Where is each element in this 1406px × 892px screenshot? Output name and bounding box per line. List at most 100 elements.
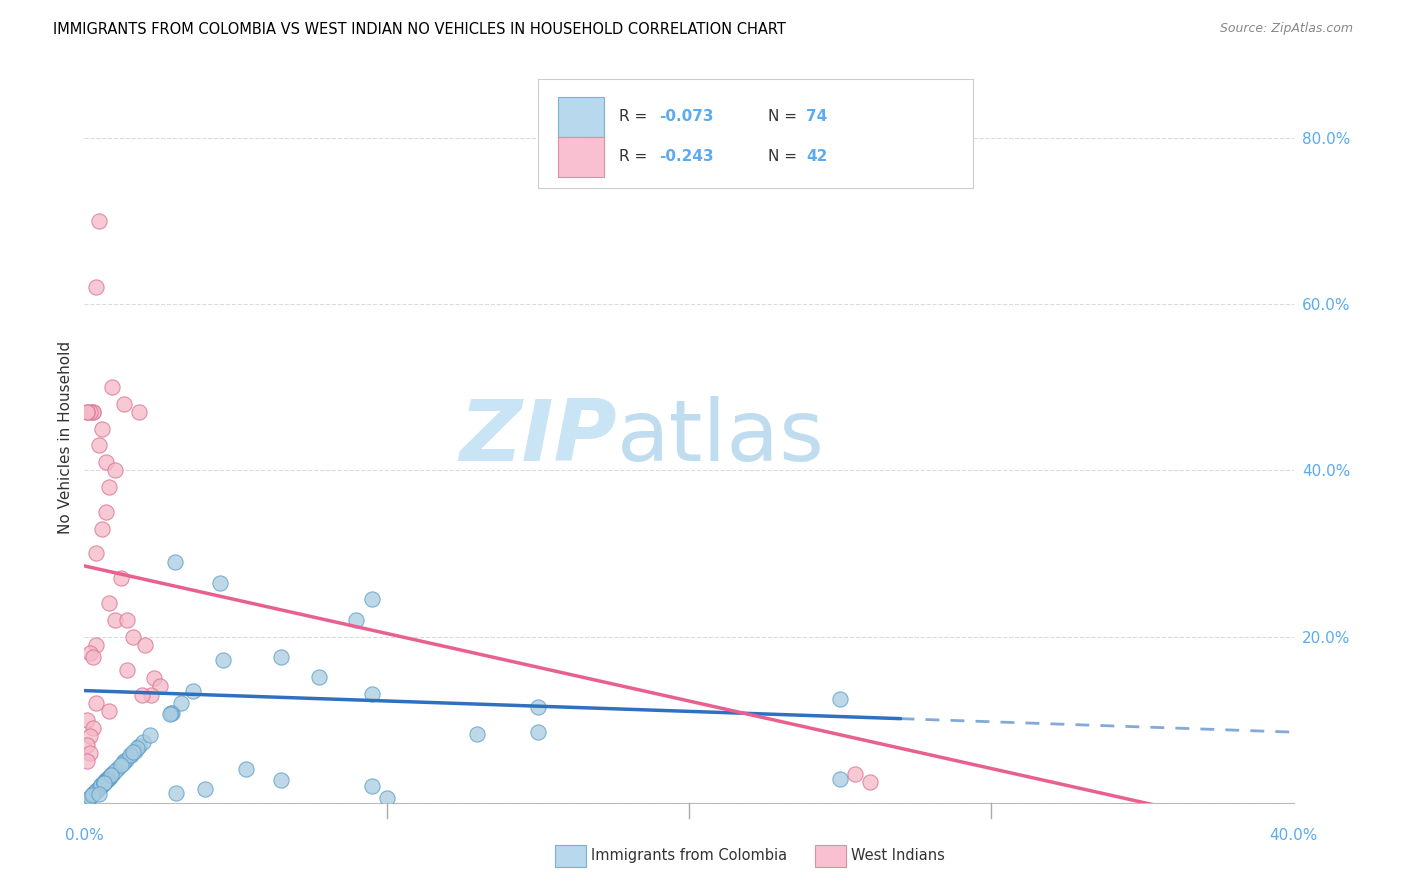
Point	[830, 692, 852, 706]
Point	[101, 767, 124, 781]
Point	[93, 776, 115, 790]
Text: West Indians: West Indians	[851, 848, 945, 863]
Point	[90, 778, 112, 792]
Point	[165, 786, 187, 800]
Point	[122, 745, 145, 759]
Point	[82, 787, 104, 801]
Text: R =: R =	[619, 109, 652, 124]
Point	[79, 405, 101, 419]
Point	[82, 405, 104, 419]
Point	[194, 782, 217, 797]
Point	[346, 613, 368, 627]
Point	[89, 780, 111, 794]
Point	[97, 480, 120, 494]
Point	[115, 663, 138, 677]
Point	[139, 688, 162, 702]
Point	[83, 786, 105, 800]
Point	[114, 755, 136, 769]
Point	[121, 630, 143, 644]
Point	[375, 790, 398, 805]
Point	[76, 754, 98, 768]
Point	[859, 775, 882, 789]
Point	[165, 555, 187, 569]
Point	[132, 735, 155, 749]
Point	[97, 771, 120, 785]
Point	[110, 758, 132, 772]
FancyBboxPatch shape	[538, 78, 973, 188]
Point	[76, 405, 98, 419]
Point	[104, 463, 127, 477]
Point	[527, 700, 550, 714]
Point	[76, 795, 98, 809]
Text: -0.073: -0.073	[659, 109, 713, 124]
Point	[97, 772, 120, 786]
Point	[93, 775, 115, 789]
Point	[170, 696, 193, 710]
Point	[98, 770, 121, 784]
Point	[211, 653, 233, 667]
Point	[270, 772, 292, 787]
Point	[89, 214, 111, 228]
Text: 74: 74	[806, 109, 828, 124]
Point	[235, 762, 257, 776]
Point	[84, 783, 107, 797]
Point	[93, 776, 115, 790]
Point	[107, 762, 129, 776]
Point	[86, 638, 108, 652]
Point	[76, 793, 98, 807]
Point	[89, 788, 111, 802]
Point	[120, 747, 142, 762]
FancyBboxPatch shape	[558, 137, 605, 178]
Point	[209, 575, 232, 590]
Point	[360, 779, 382, 793]
Point	[79, 790, 101, 805]
Point	[181, 683, 204, 698]
Text: -0.243: -0.243	[659, 150, 713, 164]
Point	[79, 646, 101, 660]
Point	[94, 505, 117, 519]
Point	[96, 773, 118, 788]
Text: ZIP: ZIP	[458, 395, 616, 479]
Point	[90, 778, 112, 792]
Point	[103, 766, 125, 780]
Point	[270, 650, 292, 665]
Point	[97, 705, 120, 719]
Point	[79, 746, 101, 760]
Point	[124, 744, 146, 758]
Point	[76, 793, 98, 807]
FancyBboxPatch shape	[558, 97, 605, 137]
Point	[115, 613, 138, 627]
Point	[82, 650, 104, 665]
Point	[76, 738, 98, 752]
Point	[830, 772, 852, 786]
Point	[112, 756, 135, 770]
Point	[159, 707, 181, 722]
Point	[100, 768, 122, 782]
Point	[84, 784, 107, 798]
Point	[76, 405, 98, 419]
Point	[120, 748, 142, 763]
Point	[527, 725, 550, 739]
Point	[127, 741, 149, 756]
Point	[134, 638, 156, 652]
Point	[90, 779, 112, 793]
Text: N =: N =	[768, 109, 801, 124]
Point	[96, 772, 118, 787]
Point	[86, 783, 108, 797]
Point	[76, 793, 98, 807]
Text: 40.0%: 40.0%	[1270, 828, 1317, 843]
Point	[360, 592, 382, 607]
Point	[86, 280, 108, 294]
Point	[142, 671, 165, 685]
Point	[86, 546, 108, 560]
Point	[94, 774, 117, 789]
Point	[98, 770, 121, 784]
Point	[89, 438, 111, 452]
Point	[360, 687, 382, 701]
Point	[139, 728, 162, 742]
Text: 0.0%: 0.0%	[65, 828, 104, 843]
Y-axis label: No Vehicles in Household: No Vehicles in Household	[58, 341, 73, 533]
Point	[96, 772, 118, 787]
Point	[100, 768, 122, 782]
Point	[160, 706, 183, 720]
